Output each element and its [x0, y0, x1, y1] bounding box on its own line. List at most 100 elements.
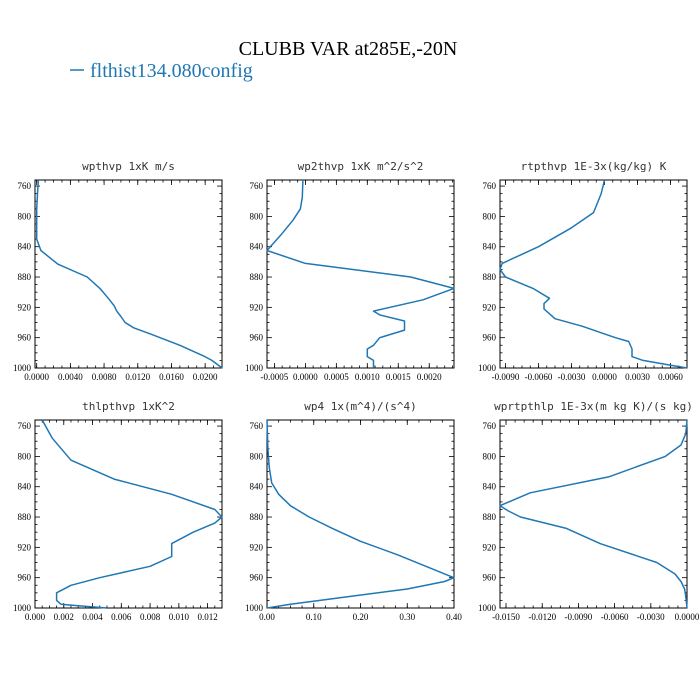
x-tick-label: 0.0010	[355, 372, 380, 382]
y-tick-label: 1000	[13, 363, 32, 373]
x-tick-label: -0.0090	[492, 372, 520, 382]
y-tick-label: 960	[250, 333, 264, 343]
y-tick-label: 960	[483, 573, 497, 583]
y-tick-label: 920	[483, 302, 497, 312]
panel-title: wp4 1x(m^4)/(s^4)	[304, 400, 417, 413]
x-tick-label: 0.10	[306, 612, 322, 622]
y-tick-label: 920	[18, 302, 32, 312]
x-tick-label: 0.0060	[658, 372, 683, 382]
x-tick-label: -0.0060	[601, 612, 629, 622]
y-tick-label: 800	[483, 451, 497, 461]
x-tick-label: 0.0015	[386, 372, 411, 382]
x-tick-label: 0.0000	[592, 372, 617, 382]
x-tick-label: 0.40	[446, 612, 462, 622]
panel-3: rtpthvp 1E-3x(kg/kg) K 760 800 840 880 920 960…	[478, 160, 688, 382]
y-tick-label: 960	[250, 573, 264, 583]
y-tick-label: 800	[250, 211, 264, 221]
panel-5: wp4 1x(m^4)/(s^4)76080084088092096010000…	[245, 400, 462, 622]
x-tick-label: 0.0000	[675, 612, 700, 622]
y-tick-label: 1000	[478, 603, 497, 613]
plot-frame	[266, 419, 455, 609]
y-tick-label: 760	[18, 421, 32, 431]
y-tick-label: 760	[250, 181, 264, 191]
y-tick-label: 840	[483, 242, 497, 252]
y-tick-label: 800	[483, 211, 497, 221]
y-tick-label: 880	[18, 272, 32, 282]
y-tick-label: 920	[483, 542, 497, 552]
x-tick-label: 0.010	[169, 612, 190, 622]
x-tick-label: 0.0080	[92, 372, 117, 382]
y-tick-label: 920	[250, 302, 264, 312]
x-tick-label: 0.20	[353, 612, 369, 622]
panel-title: wpthvp 1xK m/s	[82, 160, 175, 173]
y-tick-label: 760	[18, 181, 32, 191]
panel-title: wp2thvp 1xK m^2/s^2	[298, 160, 424, 173]
figure-title: CLUBB VAR at285E,-20N	[239, 38, 458, 60]
x-tick-label: -0.0090	[565, 612, 593, 622]
x-tick-label: 0.0000	[293, 372, 318, 382]
panel-title: rtpthvp 1E-3x(kg/kg) K	[521, 160, 667, 173]
x-tick-label: 0.004	[82, 612, 103, 622]
x-tick-label: 0.0200	[193, 372, 218, 382]
x-tick-label: -0.0060	[525, 372, 553, 382]
y-tick-label: 840	[250, 482, 264, 492]
plot-frame	[499, 179, 688, 369]
x-tick-label: 0.0020	[417, 372, 442, 382]
x-tick-label: 0.0040	[58, 372, 83, 382]
y-tick-label: 1000	[13, 603, 32, 613]
y-tick-label: 920	[250, 542, 264, 552]
y-tick-label: 800	[18, 451, 32, 461]
y-tick-label: 1000	[478, 363, 497, 373]
x-tick-label: -0.0030	[558, 372, 586, 382]
plot-frame	[34, 419, 223, 609]
x-tick-label: 0.00	[259, 612, 275, 622]
x-tick-label: 0.0030	[625, 372, 650, 382]
y-tick-label: 880	[18, 512, 32, 522]
y-tick-label: 800	[250, 451, 264, 461]
y-tick-label: 880	[250, 512, 264, 522]
x-tick-label: 0.0005	[324, 372, 349, 382]
plot-frame	[34, 179, 223, 369]
plot-frame	[266, 179, 455, 369]
series-line	[266, 179, 455, 368]
y-tick-label: 1000	[245, 603, 264, 613]
y-tick-label: 840	[483, 482, 497, 492]
series-line	[266, 419, 455, 609]
panel-grid: wpthvp 1xK m/s76080084088092096010000.00…	[13, 160, 700, 622]
y-tick-label: 840	[18, 482, 32, 492]
panel-title: wprtpthlp 1E-3x(m kg K)/(s kg)	[494, 400, 693, 413]
y-tick-label: 760	[483, 181, 497, 191]
x-tick-label: -0.0150	[492, 612, 520, 622]
series-line	[41, 419, 223, 609]
y-tick-label: 1000	[245, 363, 264, 373]
x-tick-label: 0.002	[54, 612, 74, 622]
x-tick-label: 0.0160	[159, 372, 184, 382]
x-tick-label: 0.006	[111, 612, 132, 622]
x-tick-label: 0.0000	[24, 372, 49, 382]
x-tick-label: 0.30	[399, 612, 415, 622]
plot-frame	[499, 419, 688, 609]
x-tick-label: 0.008	[140, 612, 161, 622]
y-tick-label: 960	[483, 333, 497, 343]
y-tick-label: 840	[18, 242, 32, 252]
legend-label: flthist134.080config	[90, 60, 253, 82]
y-tick-label: 920	[18, 542, 32, 552]
y-tick-label: 800	[18, 211, 32, 221]
series-line	[499, 419, 688, 609]
y-tick-label: 880	[483, 512, 497, 522]
y-tick-label: 960	[18, 333, 32, 343]
panel-title: thlpthvp 1xK^2	[82, 400, 175, 413]
y-tick-label: 880	[483, 272, 497, 282]
panel-1: wpthvp 1xK m/s76080084088092096010000.00…	[13, 160, 223, 382]
panel-2: wp2thvp 1xK m^2/s^2 760 800 840 880 920 960 100…	[245, 160, 455, 382]
x-tick-label: 0.000	[25, 612, 46, 622]
y-tick-label: 760	[483, 421, 497, 431]
x-tick-label: 0.0120	[125, 372, 150, 382]
y-tick-label: 760	[250, 421, 264, 431]
y-tick-label: 880	[250, 272, 264, 282]
series-line	[499, 179, 688, 369]
y-tick-label: 840	[250, 242, 264, 252]
legend: flthist134.080config	[70, 60, 253, 82]
x-tick-label: -0.0030	[637, 612, 665, 622]
